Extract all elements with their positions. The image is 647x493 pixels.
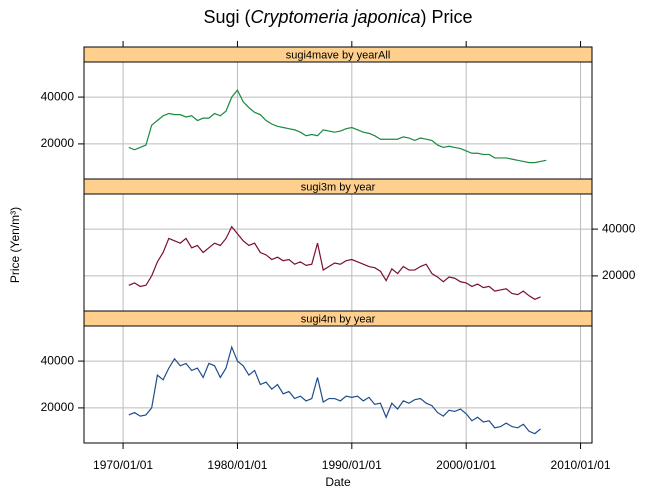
data-line [128,88,547,164]
data-line [128,345,541,435]
strip-label: sugi4mave by yearAll [286,49,391,61]
panel-frame [83,193,593,312]
x-axis-label: Date [325,475,351,489]
chart-title: Sugi (Cryptomeria japonica) Price [203,7,472,27]
title-part: ) Price [421,7,473,27]
panel-frame [83,325,593,444]
y-tick-label: 20000 [41,136,75,150]
y-tick-label: 20000 [602,268,636,282]
strip-label: sugi4m by year [301,313,376,325]
x-tick-label: 2010/01/01 [551,458,611,472]
y-axis-label: Price (Yen/m³) [8,207,22,283]
x-tick-label: 1980/01/01 [207,458,267,472]
x-tick-label: 1970/01/01 [93,458,153,472]
y-tick-label: 40000 [41,89,75,103]
title-part: Cryptomeria japonica [250,7,420,27]
title-part: Sugi ( [203,7,250,27]
y-tick-label: 40000 [41,353,75,367]
data-line [128,225,541,300]
x-tick-label: 2000/01/01 [436,458,496,472]
strip-label: sugi3m by year [301,181,376,193]
y-tick-label: 40000 [602,221,636,235]
y-tick-label: 20000 [41,400,75,414]
panel-frame [83,61,593,180]
x-tick-label: 1990/01/01 [322,458,382,472]
